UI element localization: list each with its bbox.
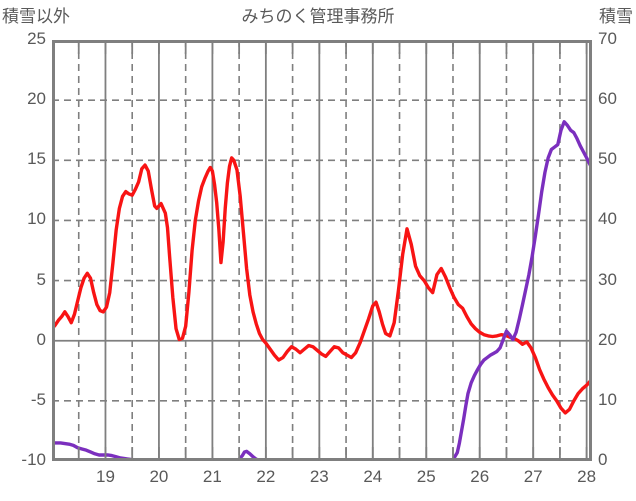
y-tick-right-40: 40 [598,209,617,229]
plot-area [52,40,592,461]
x-tick-19: 19 [95,467,115,486]
x-tick-28: 28 [577,467,597,486]
x-tick-22: 22 [256,467,276,486]
y-tick-left-0: 0 [36,329,46,349]
plot-svg [52,40,592,461]
y-tick-right-60: 60 [598,89,617,109]
x-tick-20: 20 [149,467,169,486]
y-tick-left-10: 10 [27,209,46,229]
y-tick-left-25: 25 [27,29,46,48]
y-tick-left-20: 20 [27,89,46,109]
y-tick-right-0: 0 [598,450,608,469]
x-tick-21: 21 [202,467,222,486]
y-tick-right-30: 30 [598,269,617,289]
y-tick-right-20: 20 [598,329,617,349]
y-tick-left--5: -5 [30,389,46,409]
x-tick-26: 26 [470,467,490,486]
y-tick-right-70: 70 [598,29,617,48]
x-tick-24: 24 [363,467,383,486]
left-axis-unit-label: 積雪以外 [2,7,70,26]
y-tick-left-5: 5 [36,269,46,289]
y-tick-right-10: 10 [598,389,617,409]
chart-title: みちのく管理事務所 [241,7,395,26]
y-tick-left--10: -10 [21,450,46,469]
x-tick-23: 23 [309,467,329,486]
x-tick-27: 27 [523,467,543,486]
y-tick-right-50: 50 [598,149,617,169]
x-tick-25: 25 [416,467,436,486]
y-tick-left-15: 15 [27,149,46,169]
right-axis-unit-label: 積雪 [599,7,633,26]
